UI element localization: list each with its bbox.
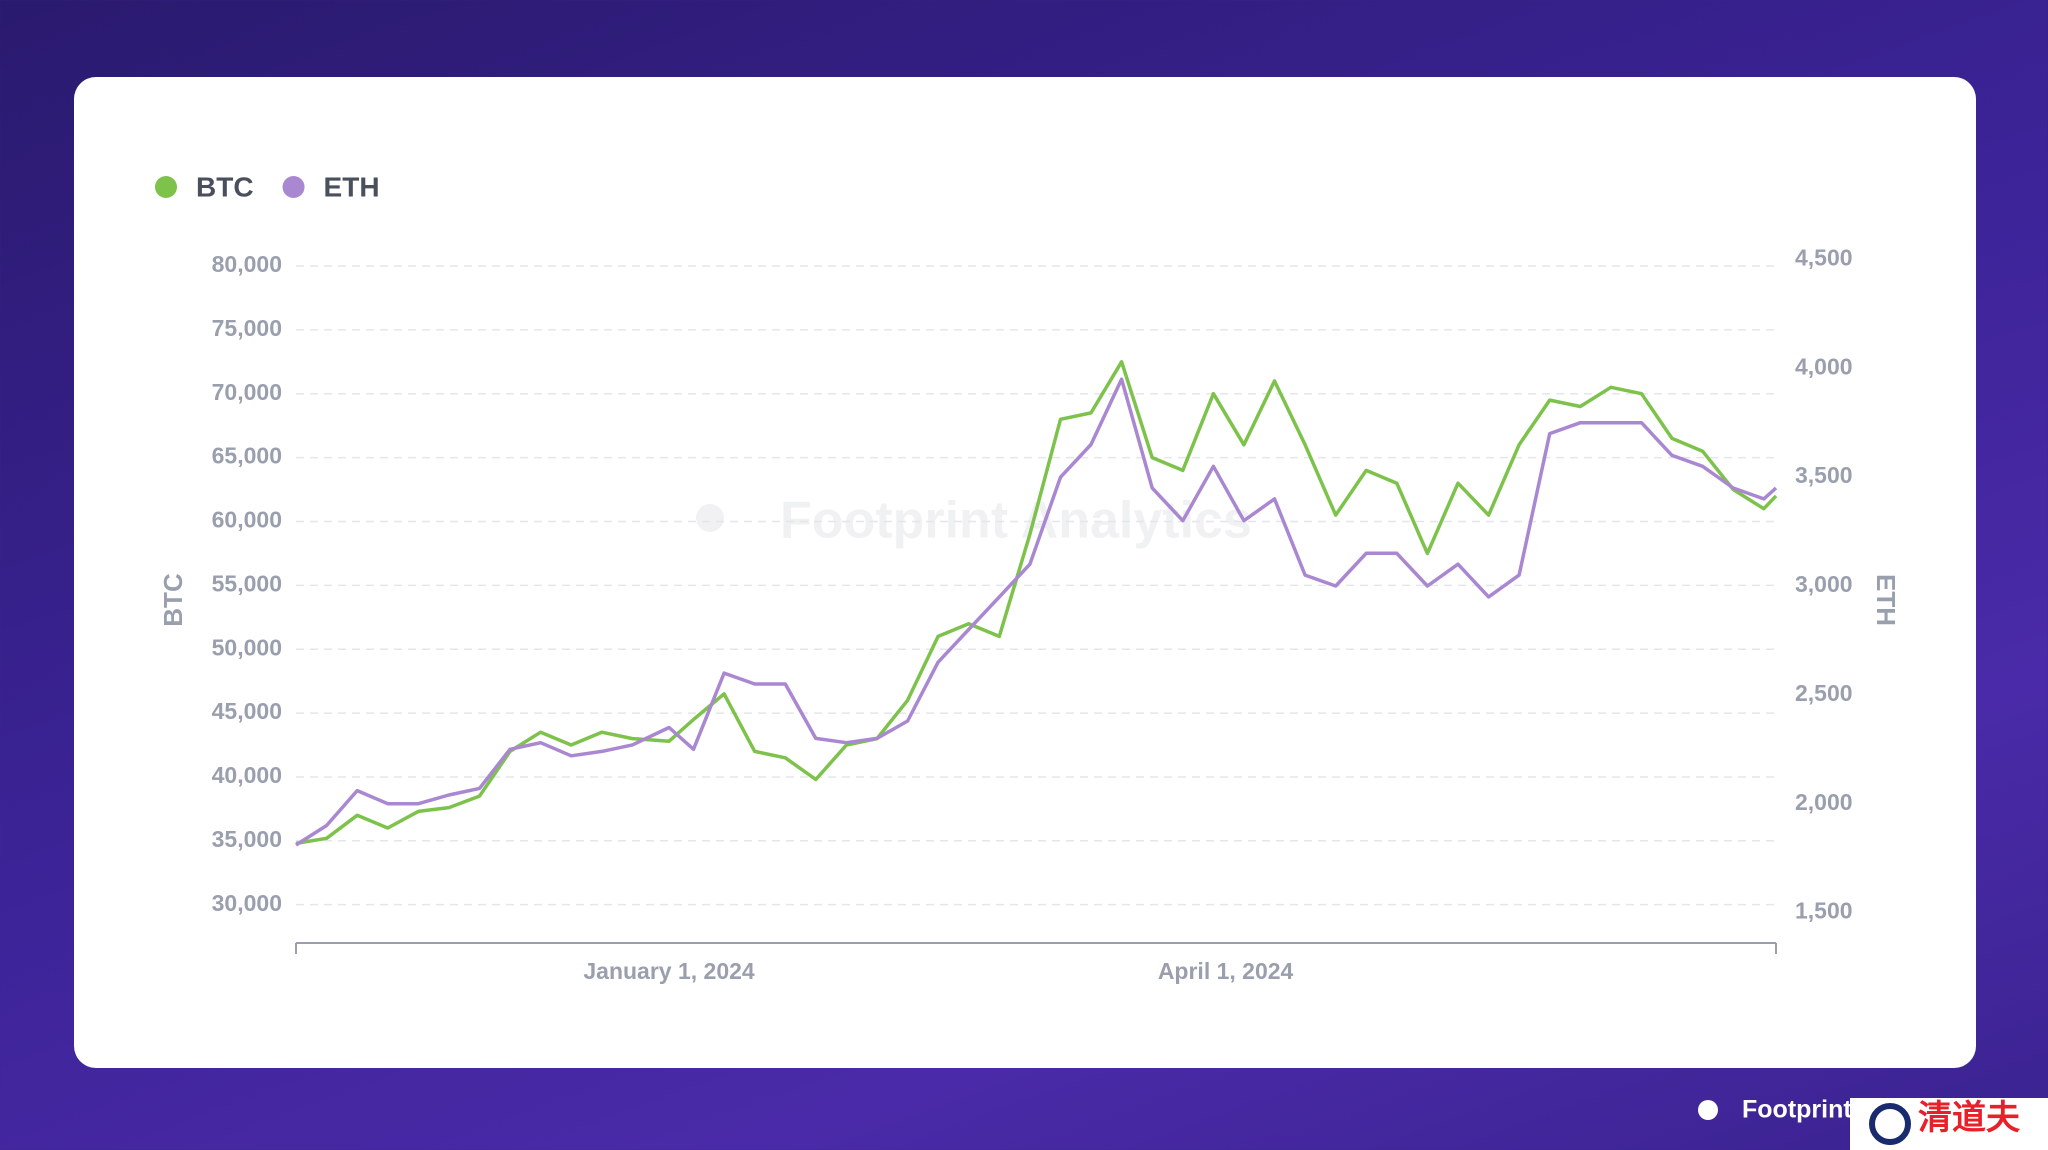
y-tick-label: 80,000 — [212, 251, 282, 277]
legend-label: BTC — [196, 171, 254, 202]
line-series — [295, 360, 1778, 846]
legend-swatch — [155, 176, 177, 198]
legend-swatch — [282, 176, 305, 198]
footer-logo: Footprint — [1698, 1096, 1852, 1124]
badge-text: 清道夫 — [1918, 1099, 2021, 1137]
x-tick-label: April 1, 2024 — [1158, 958, 1294, 984]
y-tick-label: 45,000 — [212, 698, 282, 724]
footer-icon — [1698, 1100, 1718, 1120]
watermark-icon — [696, 504, 724, 532]
legend-label: ETH — [324, 171, 380, 202]
y-tick-label: 75,000 — [212, 315, 282, 341]
y-tick-label: 50,000 — [212, 634, 282, 660]
y2-tick-label: 2,500 — [1795, 680, 1853, 706]
line-series — [295, 377, 1778, 847]
y-tick-label: 65,000 — [212, 443, 282, 469]
y-tick-label: 55,000 — [212, 570, 282, 596]
y-axis-title: BTC — [158, 573, 188, 627]
y2-tick-label: 3,500 — [1795, 462, 1853, 488]
y-tick-label: 35,000 — [212, 826, 282, 852]
footer-brand: Footprint — [1742, 1096, 1852, 1124]
y-tick-label: 30,000 — [212, 890, 282, 916]
y2-tick-label: 3,000 — [1795, 571, 1853, 597]
x-tick-label: January 1, 2024 — [583, 958, 755, 984]
y-tick-label: 60,000 — [212, 507, 282, 533]
y2-tick-label: 1,500 — [1795, 898, 1853, 924]
y-tick-label: 40,000 — [212, 762, 282, 788]
y2-axis-title: ETH — [1871, 574, 1901, 626]
card — [74, 77, 1976, 1068]
y2-tick-label: 2,000 — [1795, 789, 1853, 815]
y2-tick-label: 4,000 — [1795, 353, 1853, 379]
y-tick-label: 70,000 — [212, 379, 282, 405]
badge-icon — [1869, 1103, 1911, 1145]
y2-tick-label: 4,500 — [1795, 245, 1853, 271]
